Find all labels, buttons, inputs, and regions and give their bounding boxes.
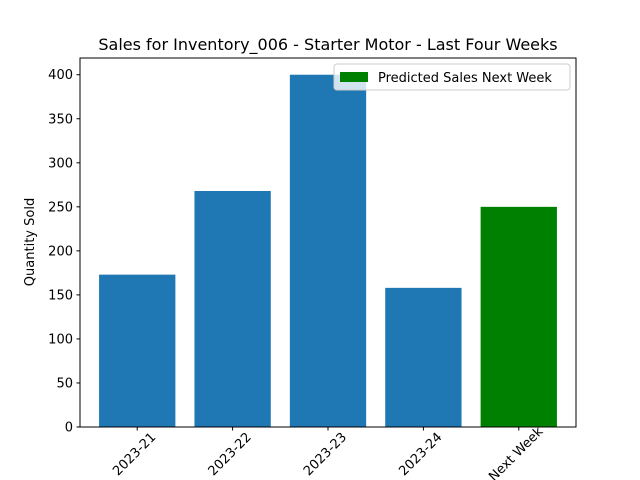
x-tick-label: 2023-22 [206, 430, 255, 479]
y-tick-label: 50 [56, 376, 73, 391]
x-tick-label: 2023-24 [396, 430, 445, 479]
x-tick-label: 2023-21 [110, 430, 159, 479]
y-tick-label: 250 [48, 200, 73, 215]
bar [385, 287, 462, 427]
y-tick-label: 350 [48, 112, 73, 127]
y-axis-label: Quantity Sold [23, 198, 38, 286]
x-tick-label: 2023-23 [301, 430, 350, 479]
y-tick-label: 200 [48, 244, 73, 259]
y-tick-label: 150 [48, 288, 73, 303]
y-tick-label: 300 [48, 156, 73, 171]
chart-title: Sales for Inventory_006 - Starter Motor … [98, 35, 557, 55]
bar [289, 74, 367, 427]
y-tick-label: 0 [65, 421, 73, 436]
legend-swatch [340, 72, 368, 82]
legend-label: Predicted Sales Next Week [378, 71, 552, 86]
bar [480, 206, 557, 427]
y-tick-label: 400 [48, 68, 73, 83]
legend-box [333, 63, 571, 91]
bar [99, 274, 176, 427]
y-tick-label: 100 [48, 332, 73, 347]
axes-frame [79, 57, 577, 428]
x-tick-label: Next Week [486, 424, 546, 480]
bar [194, 190, 271, 427]
